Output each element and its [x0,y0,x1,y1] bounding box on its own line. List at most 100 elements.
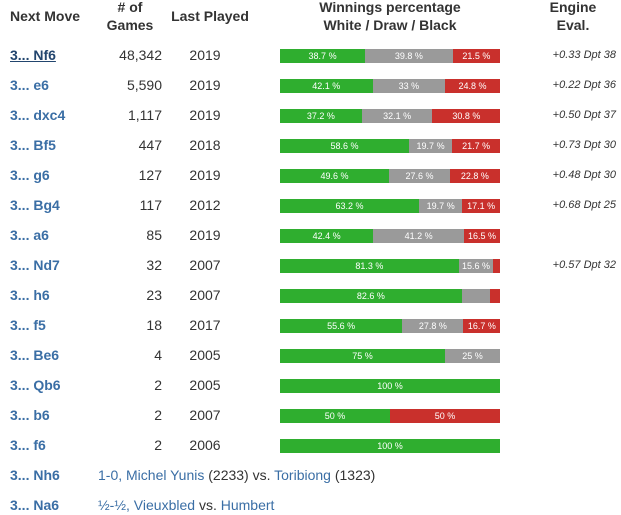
header-line: Winnings percentage [319,0,461,15]
eval-depth: Dpt 32 [583,259,616,271]
move-link[interactable]: 3... dxc4 [10,107,66,123]
result-segment: 19.7 % [419,199,463,213]
black-player[interactable]: Humbert [220,497,275,513]
result-bar: 50 % 50 % [280,409,500,423]
last-played: 2019 [189,47,221,63]
column-header: Next Move [10,7,100,25]
eval-score: +0.50 [552,109,581,121]
white-player[interactable]: Vieuxbled [133,497,196,513]
result-bar: 42.1 % 33 % 24.8 % [280,79,500,93]
column-header: Winnings percentage White / Draw / Black [280,0,500,34]
move-link[interactable]: 3... Be6 [10,347,60,363]
eval-depth: Dpt 30 [583,139,616,151]
last-played: 2019 [189,227,221,243]
move-link[interactable]: 3... Bf5 [10,137,56,153]
move-link[interactable]: 3... Qb6 [10,377,61,393]
move-link[interactable]: 3... Na6 [10,497,60,513]
result-segment: 55.6 % [280,319,403,333]
result-segment: 58.6 % [280,139,409,153]
last-played: 2012 [189,197,221,213]
result-segment [490,289,500,303]
result-bar: 100 % [280,439,500,453]
result-segment: 16.7 % [463,319,501,333]
result-segment: 33 % [372,79,446,93]
eval-score: +0.33 [552,49,581,61]
header-line: Games [106,17,154,33]
eval-depth: Dpt 30 [583,169,616,181]
result-segment: 49.6 % [280,169,390,183]
eval-score: +0.48 [552,169,581,181]
games-count: 2 [154,407,162,423]
move-link[interactable]: 3... h6 [10,287,50,303]
eval-score: +0.22 [552,79,581,91]
games-count: 18 [146,317,162,333]
result-segment: 82.6 % [280,289,462,303]
result-segment: 42.4 % [280,229,374,243]
games-count: 117 [139,197,162,213]
header-line: Next Move [10,8,81,24]
move-link[interactable]: 3... Nf6 [10,47,56,63]
column-header: Last Played [160,7,260,25]
eval-score: +0.57 [552,259,581,271]
versus: vs. [252,467,271,483]
white-rating: (2233) [208,467,249,483]
eval-depth: Dpt 37 [583,109,616,121]
game-result[interactable]: 1-0, [98,467,123,483]
result-segment: 75 % [280,349,445,363]
games-count: 23 [146,287,162,303]
result-segment: 63.2 % [280,199,420,213]
result-segment: 100 % [280,439,500,453]
move-link[interactable]: 3... Nd7 [10,257,60,273]
result-segment [493,259,500,273]
header-line: Eval. [556,17,590,33]
move-link[interactable]: 3... g6 [10,167,50,183]
result-segment: 16.5 % [463,229,501,243]
result-bar: 63.2 % 19.7 % 17.1 % [280,199,500,213]
engine-eval: +0.68 Dpt 25 [553,199,616,211]
header-line: White / Draw / Black [323,17,457,33]
last-played: 2006 [189,437,221,453]
result-segment: 22.8 % [449,169,500,183]
last-played: 2005 [189,347,221,363]
header-line: Last Played [171,8,249,24]
move-link[interactable]: 3... e6 [10,77,49,93]
column-header: Engine Eval. [528,0,618,34]
result-bar: 100 % [280,379,500,393]
last-played: 2019 [189,107,221,123]
result-segment: 100 % [280,379,500,393]
white-player[interactable]: Michel Yunis [126,467,205,483]
move-link[interactable]: 3... b6 [10,407,50,423]
result-bar: 75 % 25 % [280,349,500,363]
move-link[interactable]: 3... a6 [10,227,49,243]
games-count: 127 [138,167,162,183]
result-segment: 15.6 % [458,259,494,273]
result-segment: 37.2 % [280,109,362,123]
game-result[interactable]: ½-½, [98,497,130,513]
move-link[interactable]: 3... f6 [10,437,46,453]
games-count: 48,342 [119,47,162,63]
result-segment: 30.8 % [432,109,501,123]
move-link[interactable]: 3... Nh6 [10,467,60,483]
move-link[interactable]: 3... Bg4 [10,197,60,213]
result-segment: 25 % [445,349,500,363]
game-line: 1-0, Michel Yunis (2233) vs. Toribiong (… [98,467,375,483]
games-count: 447 [138,137,162,153]
black-player[interactable]: Toribiong [274,467,331,483]
result-segment: 50 % [280,409,390,423]
result-segment: 50 % [390,409,500,423]
last-played: 2018 [189,137,221,153]
last-played: 2007 [189,287,221,303]
engine-eval: +0.33 Dpt 38 [553,49,616,61]
result-segment: 81.3 % [280,259,459,273]
engine-eval: +0.57 Dpt 32 [553,259,616,271]
result-bar: 37.2 % 32.1 % 30.8 % [280,109,501,123]
last-played: 2007 [189,407,221,423]
move-link[interactable]: 3... f5 [10,317,46,333]
versus: vs. [198,497,217,513]
last-played: 2007 [189,257,221,273]
header-line: # of [117,0,143,15]
eval-depth: Dpt 38 [583,49,616,61]
result-segment: 41.2 % [373,229,464,243]
last-played: 2019 [189,77,221,93]
